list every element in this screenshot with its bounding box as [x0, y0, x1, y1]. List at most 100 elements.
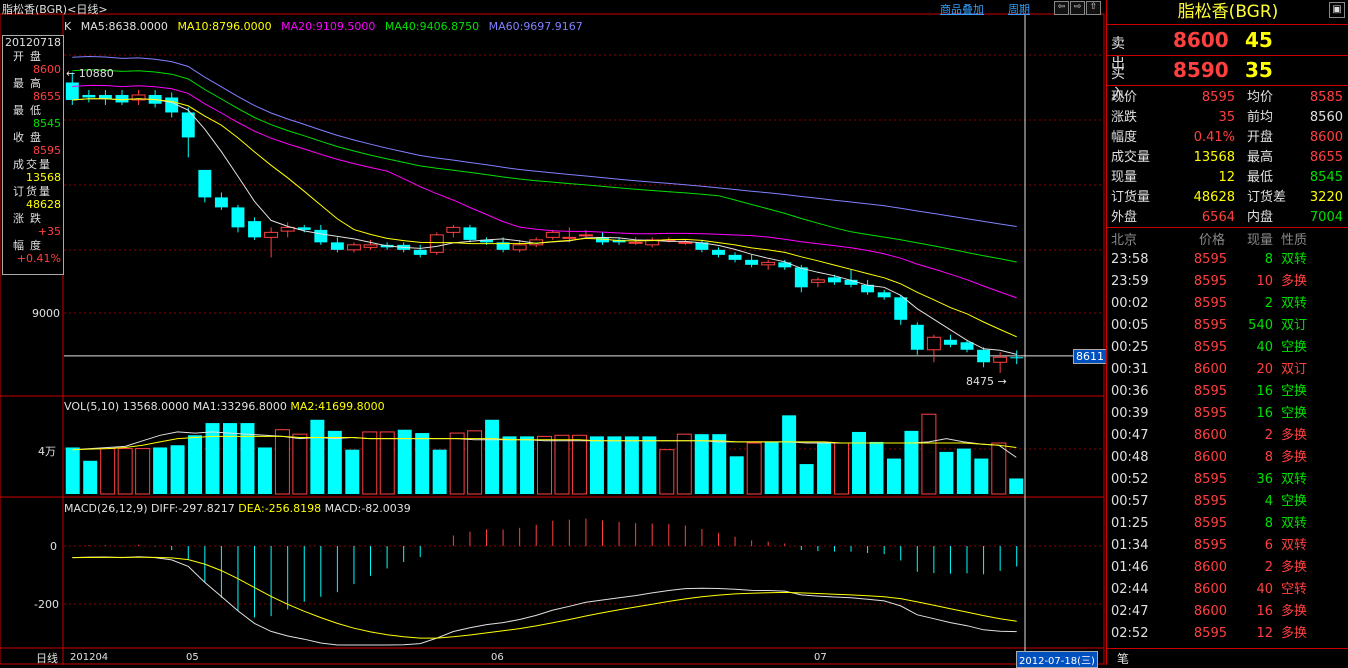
- period-link[interactable]: 周期: [1008, 3, 1030, 16]
- volume-bar-down: [502, 436, 517, 494]
- stat-label: 均价: [1247, 90, 1274, 105]
- info-date: 20120718: [5, 36, 61, 49]
- tick-time: 00:39: [1111, 406, 1149, 421]
- stat-value: 0.41%: [1193, 130, 1235, 145]
- tick-price: 8595: [1193, 384, 1227, 399]
- ma10-value: MA10:8796.0000: [177, 20, 272, 33]
- tick-type: 空换: [1281, 384, 1308, 399]
- tick-row[interactable]: 00:48 8600 8 多换: [1107, 447, 1348, 469]
- quote-stat-row: 现量 12 最低 8545: [1107, 168, 1348, 188]
- info-volume-label: 成交量: [13, 157, 52, 171]
- ticks-col-time: 北京: [1111, 233, 1138, 248]
- commodity-overlay-link[interactable]: 商品叠加: [940, 3, 984, 16]
- bar-info-box: 20120718 开盘 8600 最高 8655 最低 8545 收盘 8595…: [2, 35, 64, 275]
- tick-type: 空换: [1281, 406, 1308, 421]
- volume-bar-down: [939, 451, 954, 494]
- tick-time: 02:52: [1111, 626, 1149, 641]
- tick-time: 23:59: [1111, 274, 1149, 289]
- tick-type: 多换: [1281, 626, 1308, 641]
- period-label[interactable]: 日线: [36, 652, 58, 665]
- stat-value: 48628: [1193, 190, 1235, 205]
- tick-row[interactable]: 00:05 8595 540 双订: [1107, 315, 1348, 337]
- tick-row[interactable]: 00:52 8595 36 双转: [1107, 469, 1348, 491]
- tick-row[interactable]: 00:25 8595 40 空换: [1107, 337, 1348, 359]
- tick-type: 双订: [1281, 362, 1308, 377]
- tick-qty: 36: [1256, 472, 1273, 487]
- tick-row[interactable]: 01:25 8595 8 双转: [1107, 513, 1348, 535]
- tick-row[interactable]: 02:52 8595 12 多换: [1107, 623, 1348, 645]
- ticks-header: 北京 价格 现量 性质: [1107, 229, 1348, 248]
- tick-row[interactable]: 23:59 8595 10 多换: [1107, 271, 1348, 293]
- tick-row[interactable]: 01:46 8600 2 多换: [1107, 557, 1348, 579]
- candle-body-down: [827, 277, 841, 283]
- tick-row[interactable]: 00:39 8595 16 空换: [1107, 403, 1348, 425]
- tick-price: 8600: [1193, 582, 1227, 597]
- candle-body-down: [712, 249, 725, 255]
- tick-row[interactable]: 01:34 8595 6 双转: [1107, 535, 1348, 557]
- tick-row[interactable]: 02:47 8600 16 多换: [1107, 601, 1348, 623]
- ask-label: 卖出: [1111, 36, 1125, 72]
- volume-bar-down: [869, 441, 884, 494]
- tab-ticks[interactable]: 笔: [1117, 652, 1130, 666]
- candle-body-up: [810, 279, 825, 283]
- candle-body-down: [82, 94, 96, 98]
- candle-body-up: [761, 261, 776, 266]
- nav-up-button[interactable]: ⇧: [1086, 1, 1101, 15]
- candle-body-down: [977, 349, 991, 363]
- info-high-value: 8655: [33, 90, 61, 103]
- candle-body-up: [131, 94, 146, 101]
- candle-body-down: [1010, 357, 1024, 359]
- tick-type: 多换: [1281, 450, 1308, 465]
- tick-price: 8595: [1193, 516, 1227, 531]
- volume-bar-down: [852, 431, 866, 494]
- tick-row[interactable]: 23:58 8595 8 双转: [1107, 249, 1348, 271]
- tick-price: 8595: [1193, 252, 1227, 267]
- nav-left-button[interactable]: ⇦: [1054, 1, 1069, 15]
- kline-chart-svg[interactable]: [0, 0, 1105, 665]
- stat-value: 35: [1218, 110, 1235, 125]
- tick-row[interactable]: 00:31 8600 20 双订: [1107, 359, 1348, 381]
- tick-type: 空转: [1281, 582, 1308, 597]
- volume-bar-down: [799, 464, 814, 494]
- ticks-col-price: 价格: [1199, 233, 1226, 248]
- tick-price: 8595: [1193, 340, 1227, 355]
- candle-body-down: [463, 227, 477, 240]
- volume-bar-down: [257, 447, 272, 494]
- candle-body-up: [926, 336, 941, 351]
- stat-label: 开盘: [1247, 130, 1274, 145]
- stat-label: 订货量: [1111, 190, 1151, 205]
- tick-type: 多换: [1281, 560, 1308, 575]
- candle-body-down: [596, 237, 609, 243]
- divider: [1107, 85, 1348, 86]
- tick-row[interactable]: 00:47 8600 2 多换: [1107, 425, 1348, 447]
- bid-label: 买入: [1111, 66, 1125, 102]
- vol-ma2-value: MA2:41699.8000: [290, 400, 385, 413]
- candle-body-down: [894, 297, 908, 320]
- volume-bar-down: [170, 445, 185, 494]
- tick-time: 02:44: [1111, 582, 1149, 597]
- volume-bar-down: [642, 436, 657, 494]
- nav-right-button[interactable]: ⇨: [1070, 1, 1085, 15]
- tick-price: 8595: [1193, 406, 1227, 421]
- ma-line-60: [72, 55, 1017, 227]
- quote-stat-row: 现价 8595 均价 8585: [1107, 88, 1348, 108]
- volume-bar-up: [100, 448, 116, 495]
- divider: [1107, 648, 1348, 649]
- candle-body-up: [545, 231, 560, 238]
- tick-time: 02:47: [1111, 604, 1149, 619]
- tick-row[interactable]: 00:36 8595 16 空换: [1107, 381, 1348, 403]
- tick-qty: 2: [1264, 560, 1273, 575]
- macd-axis-tick-neg200: -200: [34, 598, 59, 611]
- tick-row[interactable]: 00:02 8595 2 双转: [1107, 293, 1348, 315]
- volume-bar-up: [274, 429, 290, 495]
- volume-bar-up: [571, 434, 587, 495]
- candle-body-down: [728, 254, 742, 260]
- candle-body-down: [745, 259, 759, 265]
- macd-value: MACD:-82.0039: [324, 502, 411, 515]
- tick-row[interactable]: 00:57 8595 4 空换: [1107, 491, 1348, 513]
- volume-bar-down: [886, 458, 901, 494]
- close-icon[interactable]: ▣: [1329, 2, 1345, 18]
- tick-qty: 20: [1256, 362, 1273, 377]
- tick-row[interactable]: 02:44 8600 40 空转: [1107, 579, 1348, 601]
- kline-chart-area[interactable]: 脂松香(BGR)<日线> 商品叠加 周期 ⇦ ⇨ ⇧ K MA5:8638.00…: [0, 0, 1107, 668]
